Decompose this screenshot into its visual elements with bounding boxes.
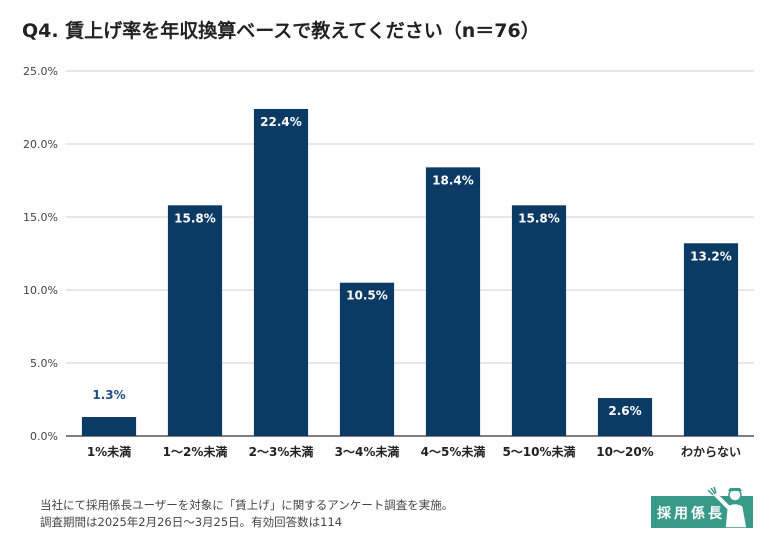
x-tick-label: 3～4%未満 xyxy=(335,444,400,459)
bars xyxy=(81,108,739,437)
data-label: 15.8% xyxy=(518,211,560,225)
x-tick-label: 2～3%未満 xyxy=(249,444,314,459)
x-tick-label: 4～5%未満 xyxy=(421,444,486,459)
data-label: 13.2% xyxy=(690,249,732,263)
x-tick-label: 1%未満 xyxy=(87,444,131,459)
y-tick-label: 10.0% xyxy=(23,284,58,297)
y-tick-label: 0.0% xyxy=(30,430,58,443)
data-label: 10.5% xyxy=(346,289,388,303)
logo-text: 採用係長 xyxy=(657,506,725,522)
data-label: 22.4% xyxy=(260,115,302,129)
bar xyxy=(597,398,653,436)
x-tick-label: 10～20% xyxy=(596,445,653,459)
survey-note: 当社にて採用係長ユーザーを対象に「賃上げ」に関するアンケート調査を実施。 調査期… xyxy=(40,497,453,531)
brand-logo: 採用係長 xyxy=(651,486,753,528)
bar xyxy=(683,243,739,436)
data-labels: 1.3% 15.8% 22.4% 10.5% 18.4% 15.8% 2.6% 13.2% xyxy=(92,115,731,418)
y-tick-label: 20.0% xyxy=(23,138,58,151)
data-label: 1.3% xyxy=(92,388,125,402)
bar xyxy=(339,282,395,436)
survey-note-line-1: 当社にて採用係長ユーザーを対象に「賃上げ」に関するアンケート調査を実施。 xyxy=(40,498,454,512)
logo-figure-icon xyxy=(707,486,748,528)
bar xyxy=(81,417,137,436)
y-tick-label: 5.0% xyxy=(30,357,58,370)
chart-title: Q4. 賃上げ率を年収換算ベースで教えてください（n＝76） xyxy=(22,20,540,42)
x-tick-label: 1～2%未満 xyxy=(163,444,228,459)
bar xyxy=(167,205,223,436)
y-tick-label: 25.0% xyxy=(23,65,58,78)
y-tick-label: 15.0% xyxy=(23,211,58,224)
y-axis-tick-labels: 0.0% 5.0% 10.0% 15.0% 20.0% 25.0% xyxy=(23,65,58,443)
x-axis-tick-labels: 1%未満 1～2%未満 2～3%未満 3～4%未満 4～5%未満 5～10%未満 10～20… xyxy=(87,444,741,459)
bar xyxy=(253,108,309,437)
x-tick-label: 5～10%未満 xyxy=(502,444,575,459)
x-tick-label: わからない xyxy=(681,445,741,459)
survey-note-line-2: 調査期間は2025年2月26日～3月25日。有効回答数は114 xyxy=(40,515,343,529)
bar xyxy=(511,205,567,436)
data-label: 2.6% xyxy=(608,404,641,418)
data-label: 18.4% xyxy=(432,173,474,187)
bar-chart: 0.0% 5.0% 10.0% 15.0% 20.0% 25.0% 1.3% 15.8% 22… xyxy=(23,65,754,459)
bar xyxy=(425,167,481,437)
data-label: 15.8% xyxy=(174,211,216,225)
